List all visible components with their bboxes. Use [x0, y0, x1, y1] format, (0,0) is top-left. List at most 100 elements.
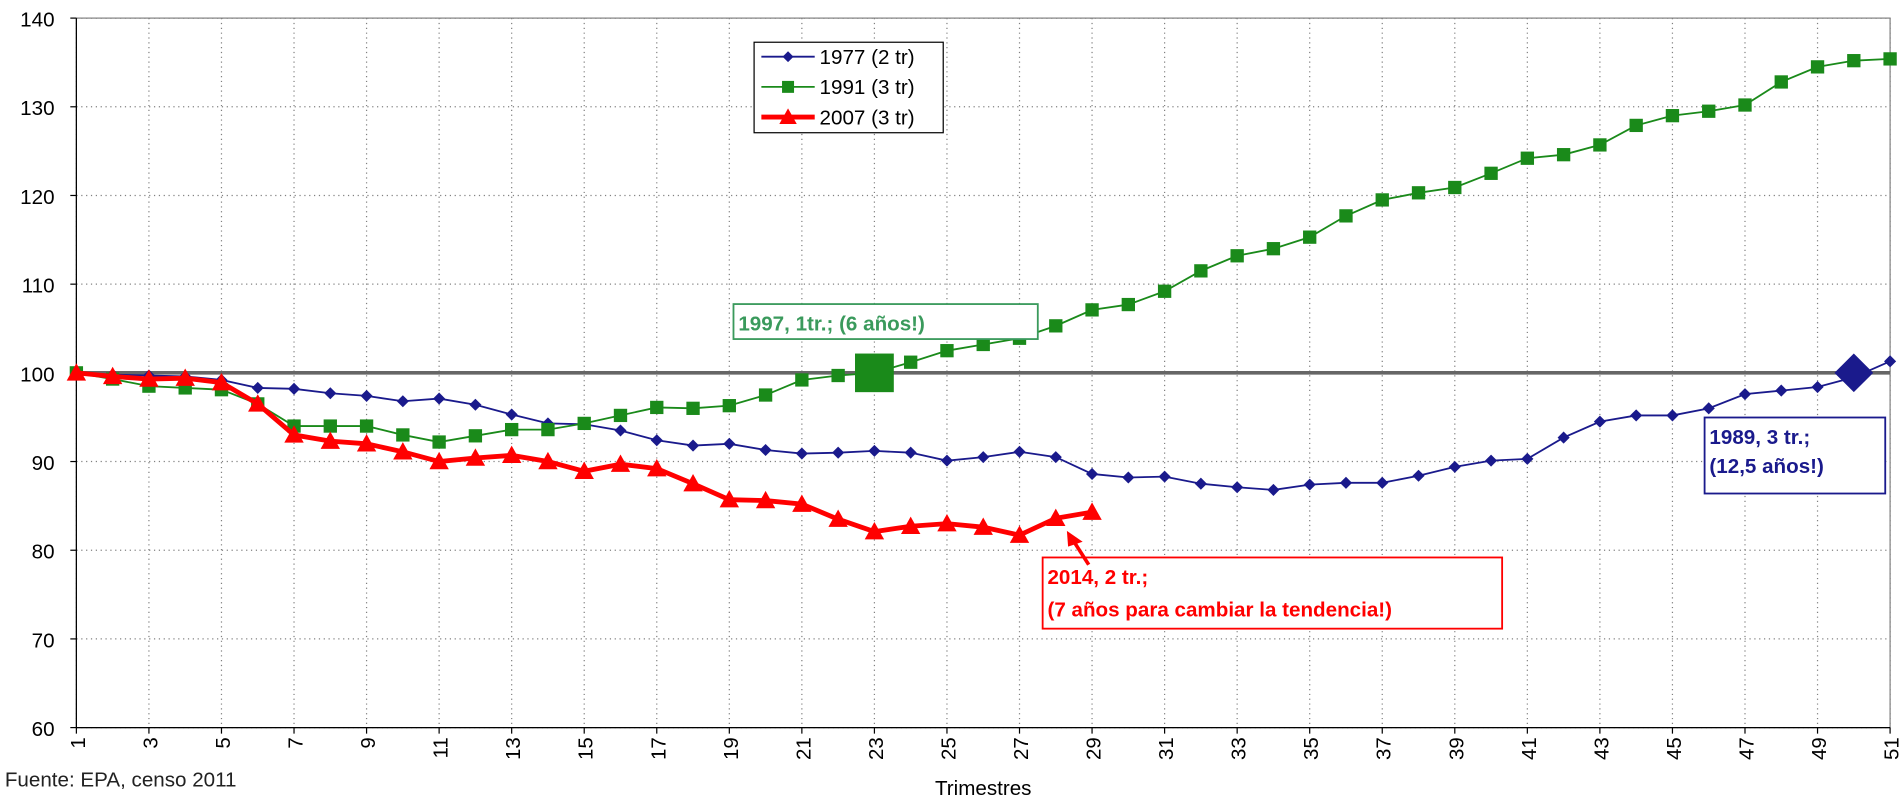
data-point [1666, 409, 1679, 422]
data-point [650, 400, 664, 415]
x-tick-label: 51 [1881, 737, 1901, 760]
x-tick-label: 27 [1010, 737, 1033, 760]
data-point [1738, 388, 1752, 401]
data-point [577, 416, 591, 431]
data-point [1556, 148, 1571, 162]
data-point [755, 490, 776, 509]
x-tick-label: 25 [937, 737, 960, 760]
data-point [429, 451, 449, 470]
data-point [868, 444, 881, 457]
data-point [1375, 193, 1389, 207]
data-point [1847, 54, 1861, 68]
data-point [973, 517, 993, 535]
x-tick-label: 19 [720, 737, 743, 760]
data-point [1774, 75, 1788, 89]
data-point [904, 355, 918, 369]
y-tick-label: 60 [32, 718, 55, 741]
data-point [251, 381, 264, 394]
highlight-marker [855, 353, 894, 393]
x-tick-label: 35 [1300, 737, 1323, 760]
data-point [1738, 98, 1752, 112]
data-point [432, 435, 446, 449]
data-point [1593, 138, 1607, 152]
legend-label: 1991 (3 tr) [820, 76, 915, 99]
annotation-text: 1989, 3 tr.; [1709, 426, 1810, 449]
data-point [1665, 109, 1680, 123]
annotation-text: 2014, 2 tr.; [1047, 566, 1148, 589]
data-point [650, 434, 663, 447]
data-point [723, 437, 736, 450]
annotation-text: (12,5 años!) [1709, 455, 1823, 478]
data-point [937, 513, 957, 532]
data-point [758, 388, 773, 402]
data-point [759, 443, 772, 457]
data-point [465, 448, 486, 466]
data-point [900, 516, 921, 535]
data-point [501, 445, 522, 464]
data-point [396, 428, 410, 442]
data-point [1448, 460, 1461, 473]
data-point [977, 451, 990, 464]
data-point [469, 398, 482, 411]
data-point [1121, 297, 1135, 312]
data-point [1339, 209, 1353, 223]
x-tick-label: 15 [575, 737, 598, 760]
data-point [574, 461, 594, 480]
data-point [1194, 264, 1208, 278]
data-point [1520, 151, 1535, 165]
data-point [324, 387, 337, 400]
data-point [541, 422, 555, 437]
data-point [864, 521, 885, 540]
data-point [795, 373, 809, 387]
y-tick-label: 120 [20, 186, 54, 209]
data-point [1593, 415, 1606, 428]
data-point [323, 419, 337, 433]
data-point [1811, 381, 1824, 394]
data-point [1157, 284, 1172, 298]
data-point [139, 369, 159, 387]
highlight-marker [1834, 353, 1874, 393]
y-tick-label: 130 [20, 97, 54, 120]
data-point [719, 490, 740, 508]
data-point [613, 408, 628, 423]
data-point [66, 363, 87, 381]
y-tick-label: 70 [32, 629, 55, 652]
x-tick-label: 5 [212, 737, 235, 748]
data-point [1049, 319, 1063, 333]
data-point [792, 494, 812, 512]
data-point [614, 424, 627, 437]
data-point [1484, 166, 1498, 180]
legend-marker [782, 80, 795, 93]
data-point [1046, 508, 1066, 527]
x-tick-label: 45 [1663, 737, 1686, 760]
x-tick-label: 43 [1590, 737, 1613, 760]
x-tick-label: 37 [1373, 737, 1396, 760]
data-point [505, 422, 519, 437]
x-tick-label: 39 [1445, 737, 1468, 760]
data-point [647, 458, 667, 477]
data-point [1557, 431, 1570, 444]
y-tick-label: 90 [32, 452, 55, 475]
data-point [1485, 454, 1498, 467]
data-point [1013, 445, 1026, 458]
data-point [538, 451, 558, 470]
x-tick-label: 11 [430, 737, 453, 758]
data-point [1231, 481, 1244, 494]
data-point [1085, 303, 1099, 317]
annotation-box [1703, 416, 1887, 495]
data-point [1082, 502, 1102, 520]
data-point [1810, 60, 1825, 74]
legend-marker [779, 108, 797, 124]
data-point [1521, 452, 1534, 465]
data-point [287, 382, 301, 395]
y-tick-label: 80 [32, 541, 55, 564]
data-point [1411, 186, 1426, 200]
source-note: Fuente: EPA, censo 2011 [5, 769, 237, 792]
data-point [320, 431, 340, 449]
data-point [433, 392, 446, 405]
data-point [1266, 242, 1281, 256]
legend-marker [782, 51, 794, 63]
data-point [722, 399, 736, 413]
data-point [1303, 230, 1317, 244]
arrow-head [1066, 530, 1083, 547]
